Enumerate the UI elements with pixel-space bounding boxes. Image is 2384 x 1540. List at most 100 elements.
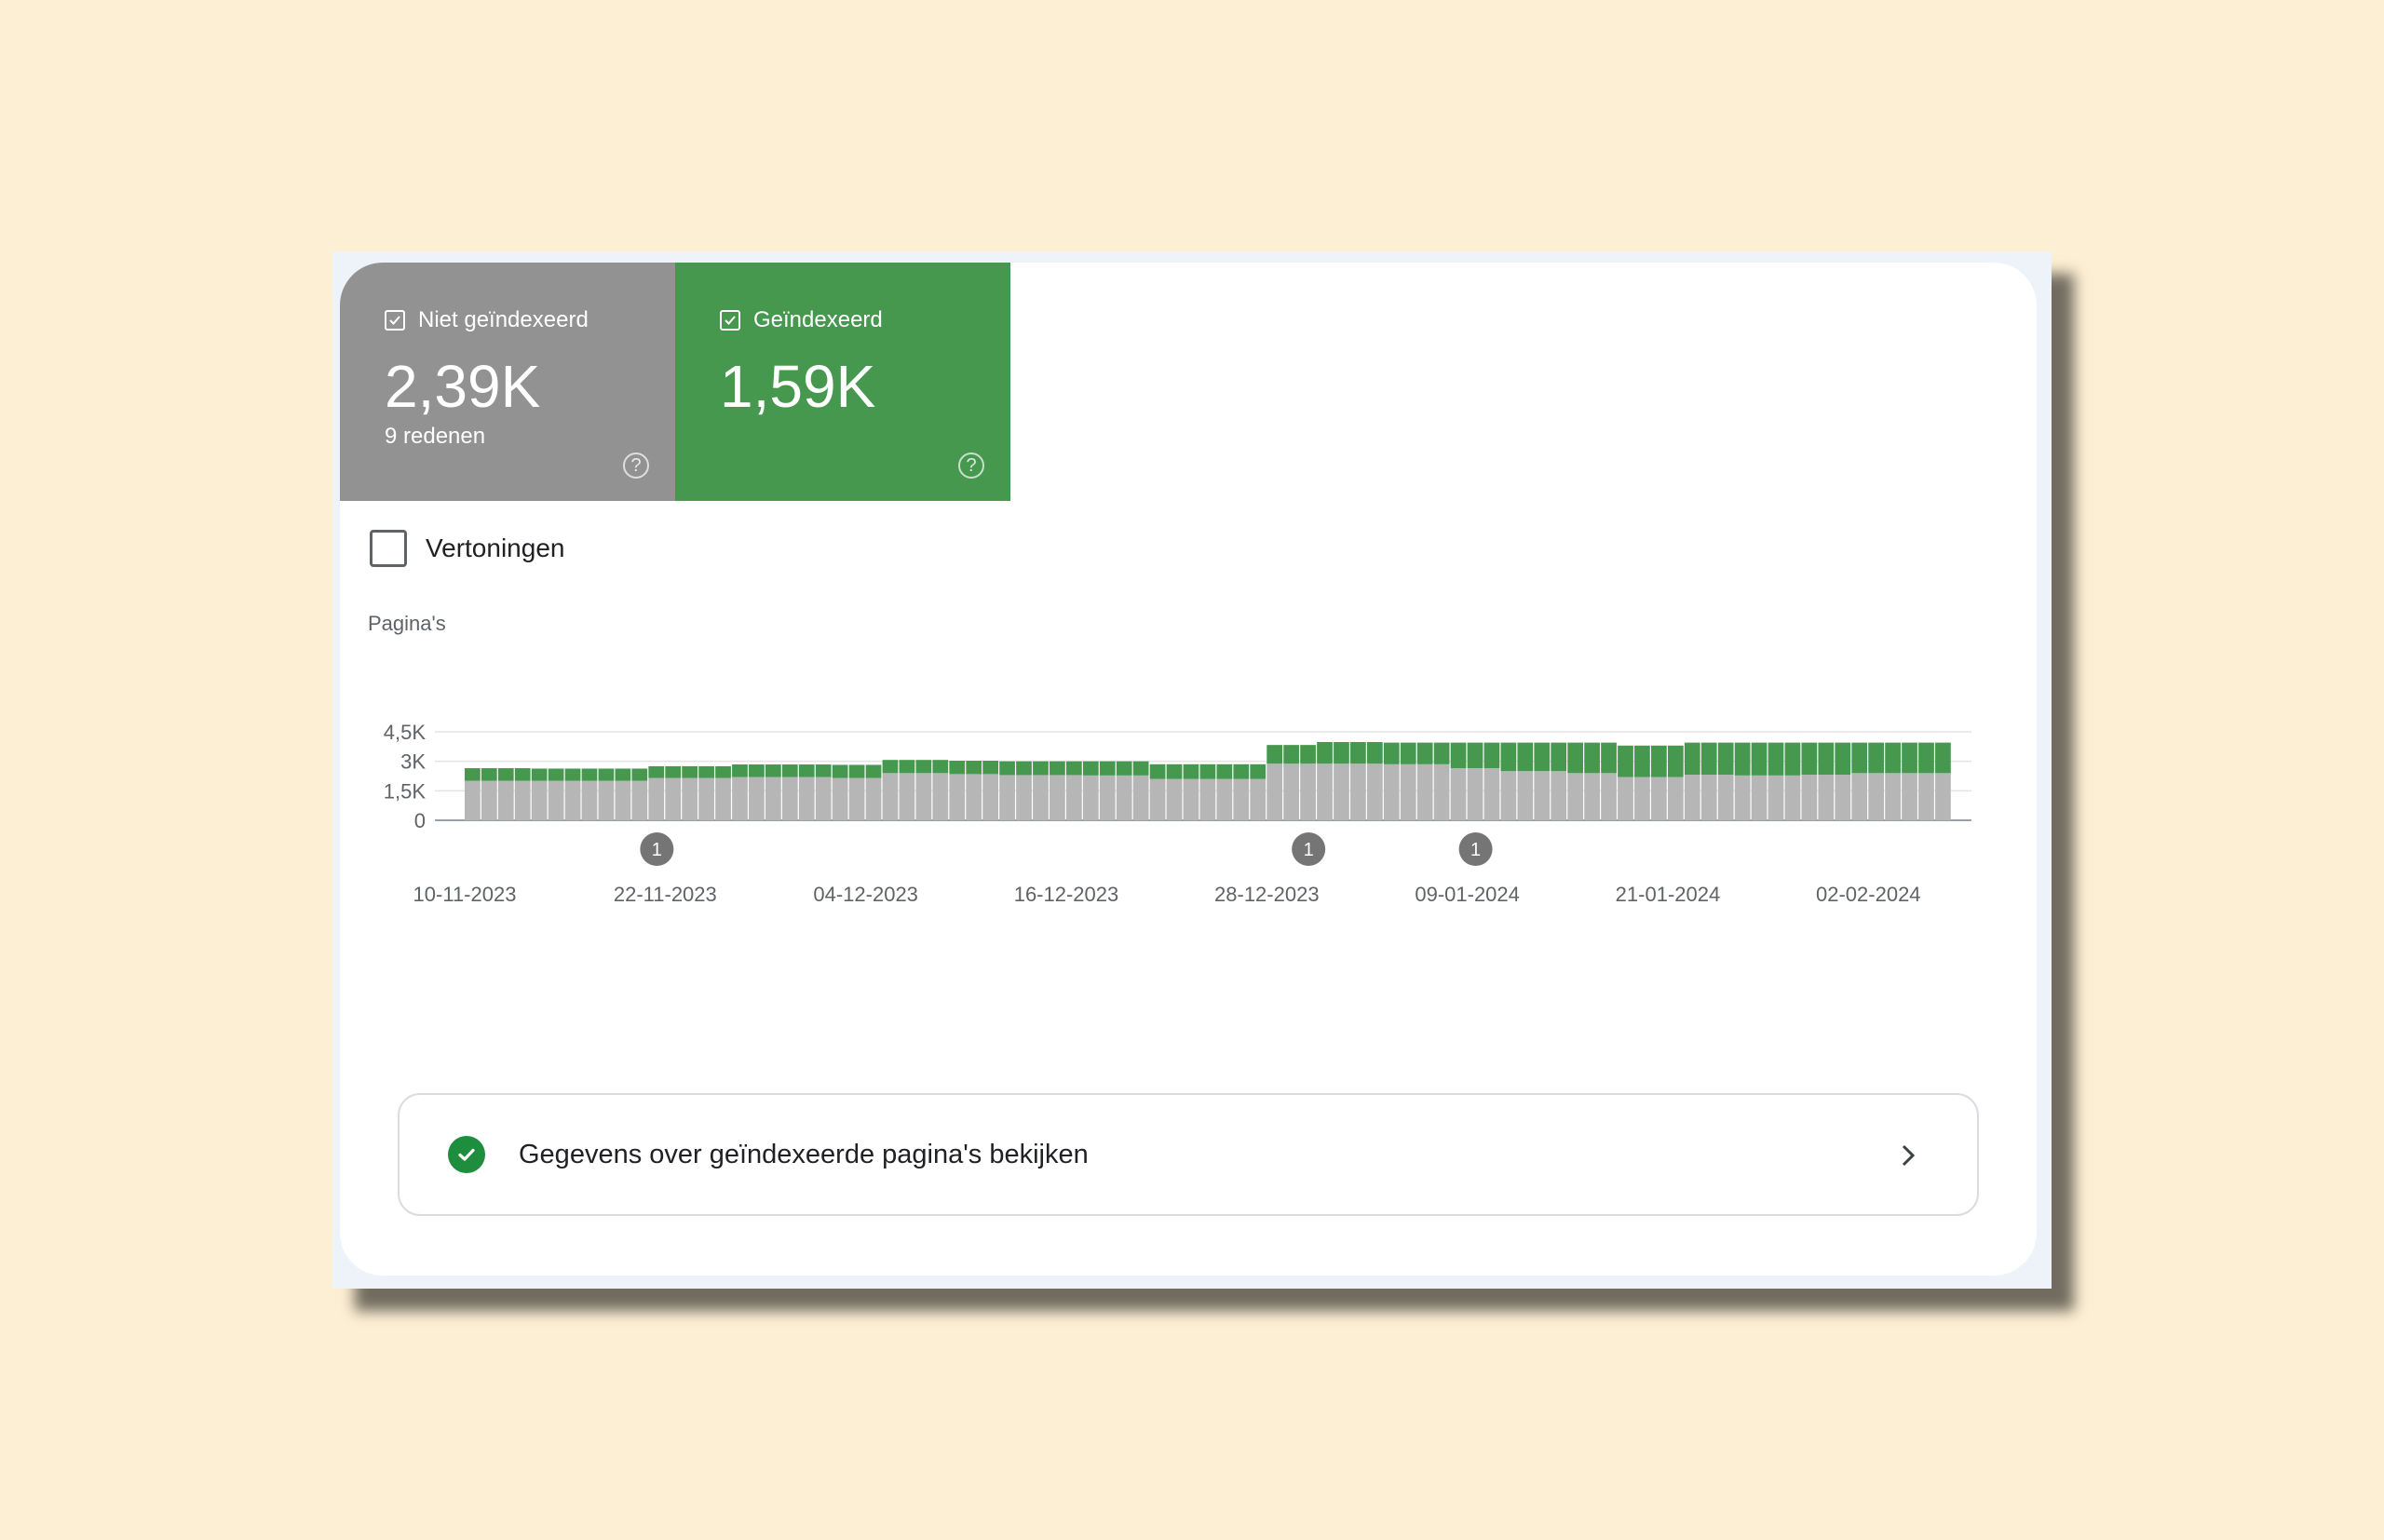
bar-not-indexed: [1500, 771, 1517, 820]
bar-not-indexed: [1016, 775, 1032, 820]
bar-indexed: [631, 768, 648, 781]
bar-not-indexed: [1099, 775, 1116, 820]
bar-indexed: [581, 768, 598, 781]
bar-not-indexed: [1483, 768, 1500, 820]
bar-not-indexed: [765, 777, 781, 820]
bar-indexed: [1216, 763, 1233, 779]
help-icon[interactable]: ?: [623, 453, 649, 479]
bar-not-indexed: [781, 777, 798, 820]
x-tick-label: 02-02-2024: [1816, 883, 1921, 906]
bar-not-indexed: [1584, 773, 1600, 820]
bar-not-indexed: [1416, 763, 1433, 820]
bar-not-indexed: [1400, 763, 1416, 820]
bar-not-indexed: [1818, 775, 1835, 820]
bar-indexed: [1283, 745, 1299, 764]
bar-indexed: [1784, 742, 1801, 776]
x-tick-label: 10-11-2023: [413, 883, 517, 906]
bar-indexed: [1902, 742, 1917, 774]
bar-not-indexed: [1601, 773, 1617, 820]
bar-not-indexed: [982, 774, 999, 820]
bar-indexed: [1835, 742, 1851, 776]
tile-indexed-value: 1,59K: [720, 353, 876, 420]
bar-not-indexed: [1116, 775, 1132, 820]
bar-indexed: [1734, 742, 1751, 776]
bar-indexed: [1868, 742, 1885, 774]
bar-not-indexed: [999, 775, 1015, 820]
bar-not-indexed: [1250, 778, 1266, 820]
bar-indexed: [1350, 741, 1366, 764]
bar-not-indexed: [1450, 768, 1467, 820]
bar-indexed: [665, 765, 682, 778]
bar-not-indexed: [899, 773, 915, 820]
bar-indexed: [1634, 745, 1650, 777]
bar-indexed: [1016, 761, 1032, 776]
chart-y-axis-title: Pagina's: [368, 612, 446, 635]
bar-not-indexed: [1902, 773, 1917, 820]
bar-not-indexed: [497, 780, 514, 820]
bar-not-indexed: [1300, 763, 1316, 820]
impressions-toggle[interactable]: Vertoningen: [370, 530, 564, 567]
bar-not-indexed: [1851, 773, 1868, 820]
bar-indexed: [531, 768, 548, 781]
bar-indexed: [1266, 745, 1283, 764]
bar-indexed: [848, 764, 865, 778]
bar-indexed: [915, 760, 932, 774]
bar-indexed: [1065, 761, 1082, 776]
tile-indexed[interactable]: Geïndexeerd 1,59K ?: [675, 263, 1010, 501]
bar-not-indexed: [848, 777, 865, 820]
impressions-label: Vertoningen: [426, 534, 565, 562]
checkbox-checked-icon[interactable]: [720, 310, 740, 331]
bar-indexed: [514, 768, 531, 781]
bar-not-indexed: [1918, 773, 1934, 820]
bar-indexed: [1618, 745, 1633, 777]
bar-not-indexed: [798, 777, 815, 820]
tile-not-indexed-value: 2,39K: [385, 353, 541, 420]
bar-not-indexed: [1082, 775, 1099, 820]
bar-indexed: [1584, 742, 1600, 774]
bar-not-indexed: [1784, 775, 1801, 820]
bar-not-indexed: [1551, 771, 1567, 820]
bar-indexed: [1601, 742, 1617, 774]
bar-not-indexed: [1233, 778, 1250, 820]
bar-indexed: [1149, 763, 1166, 779]
bar-indexed: [1450, 742, 1467, 769]
x-tick-label: 21-01-2024: [1616, 883, 1721, 906]
screenshot-frame: Niet geïndexeerd 2,39K 9 redenen ? Geïnd…: [332, 251, 2052, 1289]
bar-indexed: [1818, 742, 1835, 776]
view-indexed-pages-link[interactable]: Gegevens over geïndexeerde pagina's beki…: [398, 1093, 1979, 1216]
bar-not-indexed: [1266, 763, 1283, 820]
bar-not-indexed: [1684, 775, 1700, 820]
x-tick-label: 22-11-2023: [614, 883, 717, 906]
bar-not-indexed: [882, 773, 899, 820]
bar-not-indexed: [564, 780, 581, 820]
checkbox-unchecked-icon[interactable]: [370, 530, 407, 567]
bar-indexed: [899, 760, 915, 774]
bar-not-indexed: [1734, 775, 1751, 820]
bar-indexed: [1500, 742, 1517, 772]
bar-indexed: [1551, 742, 1567, 772]
bar-indexed: [798, 764, 815, 777]
index-coverage-card: Niet geïndexeerd 2,39K 9 redenen ? Geïnd…: [340, 263, 2037, 1276]
bar-not-indexed: [1751, 775, 1768, 820]
bar-indexed: [1700, 742, 1717, 776]
view-indexed-pages-label: Gegevens over geïndexeerde pagina's beki…: [519, 1139, 1089, 1169]
bar-indexed: [698, 765, 714, 778]
checkbox-checked-icon[interactable]: [385, 310, 405, 331]
bar-not-indexed: [1433, 763, 1450, 820]
tile-not-indexed[interactable]: Niet geïndexeerd 2,39K 9 redenen ?: [340, 263, 675, 501]
bar-indexed: [1801, 742, 1818, 776]
pages-bar-chart: 4,5K 3K 1,5K 0 1 1 1 10-11-2023 22-11-2023 04-12-…: [384, 721, 1971, 906]
bar-not-indexed: [648, 777, 665, 820]
annotation-marker: [1458, 832, 1493, 866]
bar-not-indexed: [598, 780, 615, 820]
bar-indexed: [1050, 761, 1065, 776]
bar-not-indexed: [749, 777, 765, 820]
bar-not-indexed: [1334, 763, 1349, 820]
bar-indexed: [682, 765, 698, 778]
bar-not-indexed: [1634, 777, 1650, 820]
bar-not-indexed: [1366, 763, 1383, 820]
bar-not-indexed: [698, 777, 714, 820]
help-icon[interactable]: ?: [958, 453, 984, 479]
bar-indexed: [497, 768, 514, 781]
bar-indexed: [1383, 742, 1400, 764]
